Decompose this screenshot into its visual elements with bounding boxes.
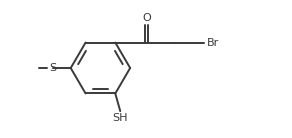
- Text: Br: Br: [206, 38, 219, 48]
- Text: S: S: [49, 63, 56, 73]
- Text: SH: SH: [112, 113, 128, 123]
- Text: O: O: [142, 13, 151, 23]
